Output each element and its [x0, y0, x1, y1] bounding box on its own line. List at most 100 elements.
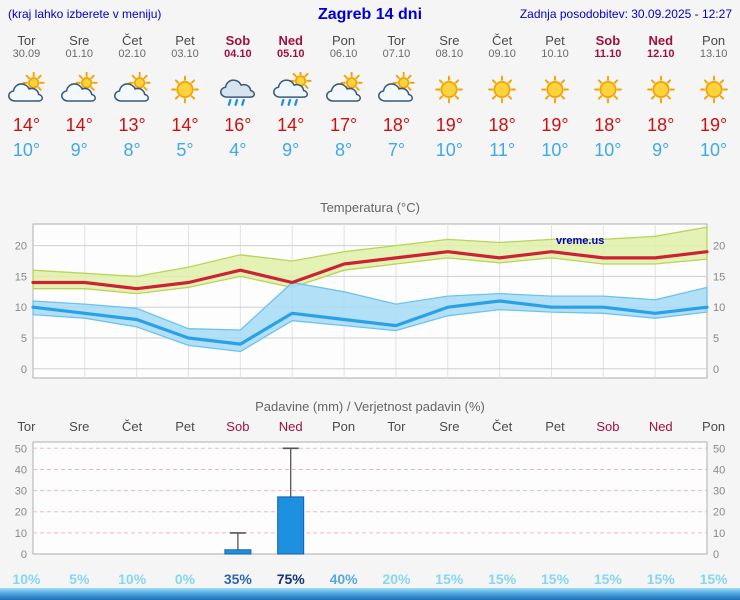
precip-probability: 15%	[435, 571, 464, 587]
day-date: 07.10	[382, 48, 411, 60]
precip-probability: 15%	[541, 571, 570, 587]
topbar: (kraj lahko izberete v meniju) Zagreb 14…	[0, 0, 740, 28]
max-temperature: 14°	[171, 115, 199, 135]
day-name: Sob	[225, 33, 251, 48]
day-date: 13.10	[699, 48, 728, 60]
footer-bar	[0, 588, 740, 600]
min-temperature: 10°	[541, 140, 569, 160]
cloud-sun-icon	[317, 68, 370, 110]
day-column-09.10[interactable]: Čet 09.10 18° 11°	[476, 28, 529, 168]
day-name: Ned	[648, 33, 674, 48]
max-temperature: 18°	[647, 115, 675, 135]
precip-probability: 10%	[12, 571, 41, 587]
day-column-02.10[interactable]: Čet 02.10 13° 8°	[106, 28, 159, 168]
day-name: Tor	[387, 33, 406, 48]
day-date: 11.10	[594, 48, 622, 60]
svg-text:10: 10	[713, 528, 725, 540]
svg-text:30: 30	[713, 486, 725, 498]
max-temperature: 16°	[224, 115, 252, 135]
min-temperature: 8°	[334, 140, 353, 160]
precip-day-label: Tor	[387, 418, 406, 434]
svg-text:40: 40	[15, 465, 27, 477]
sun-icon	[687, 68, 740, 110]
min-temperature: 10°	[12, 140, 41, 160]
day-date: 05.10	[276, 48, 305, 60]
max-temperature: 19°	[541, 115, 569, 135]
svg-text:20: 20	[713, 241, 725, 253]
day-name: Sre	[439, 33, 460, 48]
day-column-05.10[interactable]: Ned 05.10 14° 9°	[264, 28, 317, 168]
day-date: 03.10	[171, 48, 199, 60]
precip-day-label: Čet	[492, 418, 513, 434]
min-temperature: 5°	[176, 140, 194, 160]
day-column-12.10[interactable]: Ned 12.10 18° 9°	[634, 28, 687, 168]
day-name: Sre	[69, 33, 90, 48]
max-temperature: 19°	[699, 115, 728, 135]
precip-day-label: Ned	[278, 418, 303, 434]
precip-day-label: Ned	[648, 418, 673, 434]
sun-icon	[423, 68, 476, 110]
precip-day-label: Sob	[226, 418, 250, 434]
day-date: 01.10	[65, 48, 94, 60]
precip-probability: 20%	[382, 571, 411, 587]
menu-hint: (kraj lahko izberete v meniju)	[8, 7, 162, 21]
max-temperature: 18°	[488, 115, 516, 135]
max-temperature: 13°	[118, 115, 146, 135]
forecast-strip: Tor 30.09 14° 10° Sre 01.10 14° 9° Čet 02.10 13° 8°…	[0, 28, 740, 168]
day-column-04.10[interactable]: Sob 04.10 16° 4°	[211, 28, 264, 168]
spacer	[0, 168, 740, 198]
day-date: 08.10	[435, 48, 464, 60]
sun-icon	[529, 68, 582, 110]
day-column-11.10[interactable]: Sob 11.10 18° 10°	[581, 28, 634, 168]
sun-icon	[581, 68, 634, 110]
precip-day-label: Sre	[439, 418, 460, 434]
max-temperature: 18°	[594, 115, 622, 135]
max-temperature: 14°	[12, 115, 41, 135]
precip-day-label: Pet	[545, 418, 565, 434]
precip-probability: 15%	[593, 571, 622, 587]
max-temperature: 14°	[65, 115, 93, 135]
svg-text:20: 20	[713, 507, 725, 519]
min-temperature: 4°	[229, 140, 247, 160]
svg-text:50: 50	[15, 443, 27, 455]
svg-text:10: 10	[15, 528, 27, 540]
day-column-10.10[interactable]: Pet 10.10 19° 10°	[529, 28, 582, 168]
sun-icon	[159, 68, 212, 110]
precip-probability: 75%	[276, 571, 305, 587]
precip-probability-row: 10% 5% 10% 0% 35% 75% 40% 20% 15% 15% 15% 15% 15% 15%	[0, 570, 740, 588]
day-date: 06.10	[329, 48, 358, 60]
day-column-13.10[interactable]: Pon 13.10 19° 10°	[687, 28, 740, 168]
day-column-08.10[interactable]: Sre 08.10 19° 10°	[423, 28, 476, 168]
day-column-03.10[interactable]: Pet 03.10 14° 5°	[159, 28, 212, 168]
precip-probability: 35%	[223, 571, 252, 587]
day-date: 09.10	[488, 48, 516, 60]
max-temperature: 14°	[277, 115, 305, 135]
last-updated: Zadnja posodobitev: 30.09.2025 - 12:27	[519, 7, 732, 21]
precip-day-label: Pet	[175, 418, 195, 434]
min-temperature: 10°	[699, 140, 728, 160]
max-temperature: 18°	[382, 115, 411, 135]
min-temperature: 10°	[435, 140, 463, 160]
precip-probability: 15%	[646, 571, 675, 587]
day-column-06.10[interactable]: Pon 06.10 17° 8°	[317, 28, 370, 168]
svg-text:50: 50	[713, 443, 725, 455]
day-column-30.09[interactable]: Tor 30.09 14° 10°	[0, 28, 53, 168]
day-column-07.10[interactable]: Tor 07.10 18° 7°	[370, 28, 423, 168]
cloud-sun-icon	[53, 68, 106, 110]
min-temperature: 9°	[70, 140, 88, 160]
day-column-01.10[interactable]: Sre 01.10 14° 9°	[53, 28, 106, 168]
max-temperature: 19°	[435, 115, 463, 135]
precip-probability: 0%	[174, 571, 196, 587]
day-name: Ned	[278, 33, 303, 48]
svg-text:10: 10	[15, 302, 27, 314]
day-name: Sob	[595, 33, 621, 48]
precip-day-label: Pon	[332, 418, 356, 434]
min-temperature: 7°	[387, 140, 406, 160]
day-name: Pet	[175, 33, 195, 48]
precip-chart-title: Padavine (mm) / Verjetnost padavin (%)	[255, 399, 485, 414]
precip-probability: 40%	[329, 571, 358, 587]
day-name: Čet	[492, 33, 513, 48]
temperature-chart-title: Temperatura (°C)	[320, 200, 420, 215]
day-date: 10.10	[541, 48, 569, 60]
